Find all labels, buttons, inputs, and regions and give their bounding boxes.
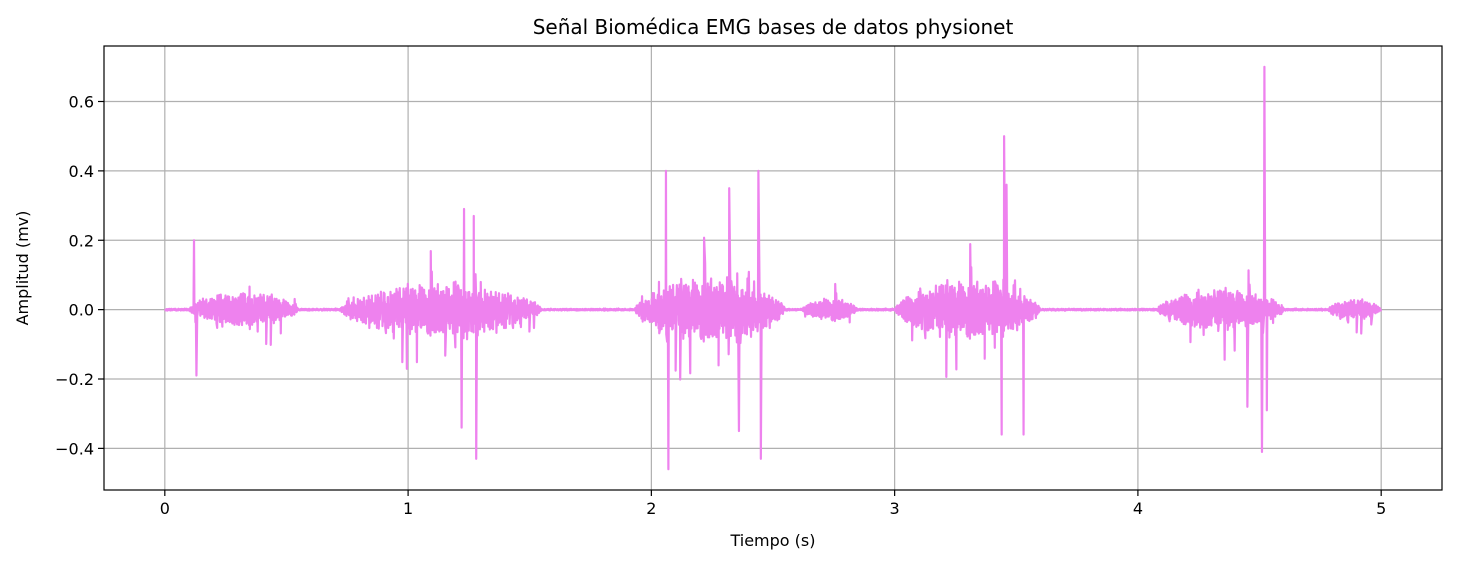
series-layer (164, 65, 1383, 471)
emg-signal-line (164, 65, 1383, 471)
x-tick-label: 2 (646, 499, 656, 518)
y-tick-label: −0.4 (55, 439, 94, 458)
x-tick-label: 4 (1133, 499, 1143, 518)
chart-title: Señal Biomédica EMG bases de datos physi… (533, 15, 1014, 39)
x-tick-label: 3 (890, 499, 900, 518)
y-tick-label: 0.4 (69, 162, 94, 181)
y-tick-label: −0.2 (55, 370, 94, 389)
y-tick-label: 0.2 (69, 231, 94, 250)
axes-frame (103, 45, 1443, 491)
x-axis-label: Tiempo (s) (729, 531, 815, 550)
y-tick-label: 0.0 (69, 301, 94, 320)
x-tick-label: 5 (1376, 499, 1386, 518)
x-tick-label: 0 (160, 499, 170, 518)
y-tick-label: 0.6 (69, 93, 94, 112)
x-tick-label: 1 (403, 499, 413, 518)
ticks-layer: 0 1 2 3 4 5 −0.4 −0.2 0.0 0.2 0.4 0.6 (55, 93, 1386, 519)
y-axis-label: Amplitud (mv) (13, 211, 32, 326)
